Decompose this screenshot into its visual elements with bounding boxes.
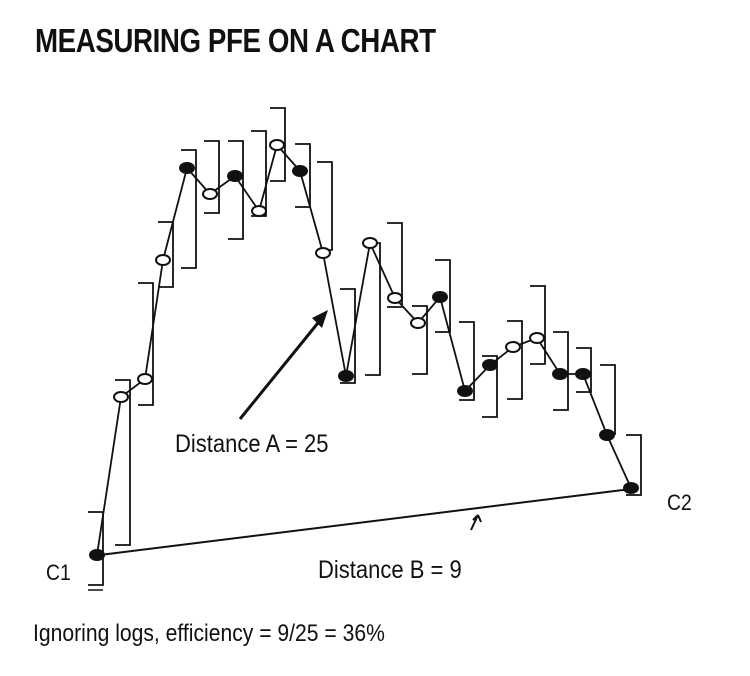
- close-point: [410, 317, 426, 329]
- close-point: [269, 139, 285, 151]
- close-point: [457, 385, 473, 397]
- c1-label: C1: [46, 560, 71, 585]
- close-point: [599, 429, 615, 441]
- price-bar: [270, 107, 286, 182]
- close-point: [338, 370, 354, 382]
- efficiency-formula: Ignoring logs, efficiency = 9/25 = 36%: [33, 620, 385, 647]
- price-bar: [158, 221, 174, 288]
- distance-b-label: Distance B = 9: [318, 556, 462, 584]
- close-point: [202, 188, 218, 200]
- close-point: [292, 165, 308, 177]
- price-bar: [204, 140, 220, 214]
- distance-a-label: Distance A = 25: [175, 430, 329, 458]
- distance-b-arrow-icon: [470, 514, 482, 531]
- close-point: [362, 237, 378, 249]
- close-point: [315, 247, 331, 259]
- close-point: [113, 391, 129, 403]
- price-bar: [482, 355, 498, 418]
- price-bar: [530, 285, 546, 365]
- close-line: [96, 143, 632, 556]
- close-point: [387, 292, 403, 304]
- close-point: [623, 482, 639, 494]
- price-bar: [115, 379, 131, 546]
- page-title: MEASURING PFE ON A CHART: [35, 22, 436, 59]
- close-point: [505, 341, 521, 353]
- close-point: [155, 254, 171, 266]
- price-bar: [88, 511, 104, 586]
- arrowhead-icon: [312, 310, 328, 328]
- price-bar: [181, 149, 197, 269]
- close-point: [529, 332, 545, 344]
- close-point: [552, 368, 568, 380]
- close-point: [137, 373, 153, 385]
- price-bar: [576, 347, 592, 393]
- distance-b-line: [99, 488, 632, 556]
- close-point: [482, 359, 498, 371]
- c2-label: C2: [667, 490, 692, 515]
- price-bar: [228, 140, 244, 240]
- distance-a-arrow: [238, 317, 324, 420]
- close-point: [251, 205, 267, 217]
- close-point: [575, 368, 591, 380]
- close-point: [432, 291, 448, 303]
- price-bar: [435, 259, 451, 333]
- price-bar: [340, 288, 356, 384]
- price-bar: [138, 282, 154, 406]
- close-point: [227, 170, 243, 182]
- price-bar: [387, 222, 403, 308]
- price-bar: [626, 434, 642, 496]
- price-bar: [459, 321, 475, 401]
- price-bar: [412, 305, 428, 375]
- price-bar: [553, 331, 569, 411]
- close-point: [179, 162, 195, 174]
- price-bar: [295, 143, 311, 208]
- price-bar: [507, 320, 523, 400]
